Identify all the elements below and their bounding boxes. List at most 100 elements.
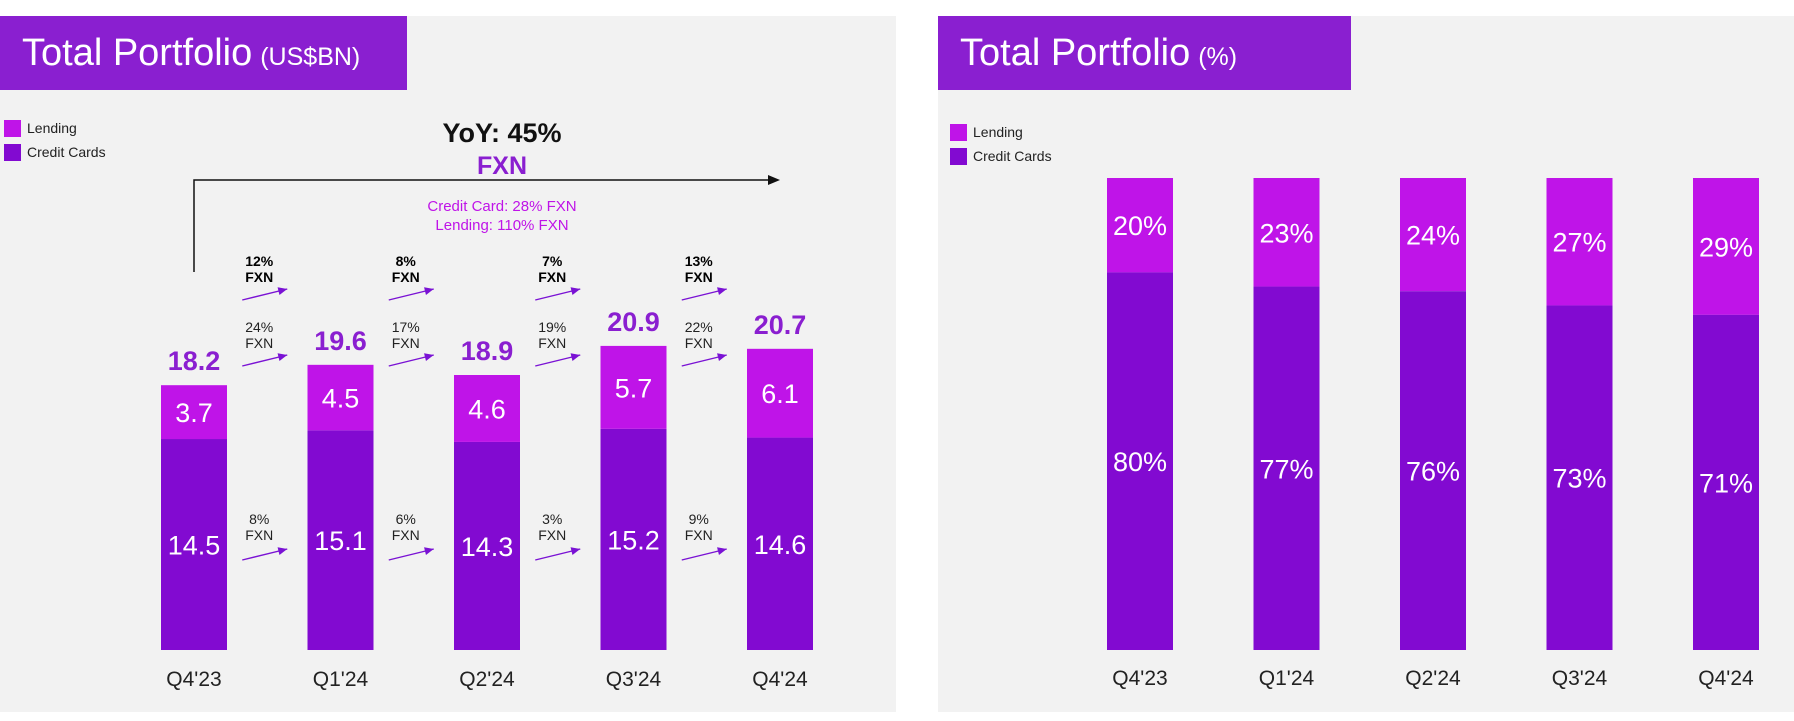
- growth-total-label: 13% FXN: [685, 253, 714, 285]
- yoy-label: YoY: 45%: [442, 118, 561, 148]
- growth-credit-label: 6% FXN: [392, 511, 420, 543]
- legend-item-credit-cards: Credit Cards: [4, 140, 106, 164]
- legend-label-lending: Lending: [973, 124, 1023, 140]
- bar-value-credit-cards-pct: 77%: [1259, 454, 1313, 484]
- bar-value-credit-cards: 14.6: [754, 530, 807, 560]
- bar-total-label: 19.6: [314, 326, 367, 356]
- credit-cards-swatch: [950, 147, 967, 165]
- bar-lending: [307, 364, 374, 431]
- bar-value-lending: 4.6: [468, 394, 506, 424]
- bar-value-credit-cards: 14.5: [168, 531, 221, 561]
- right-chart-panel: Total Portfolio (%) Lending Credit Cards…: [938, 16, 1794, 712]
- bar-value-lending: 6.1: [761, 379, 799, 409]
- bar-lending-pct: [1693, 178, 1759, 315]
- bar-lending: [747, 348, 813, 438]
- growth-credit-arrow-head: [424, 547, 434, 556]
- growth-total-arrow-head: [717, 287, 727, 296]
- x-tick-label: Q2'24: [1405, 667, 1461, 690]
- growth-lending-arrow-head: [570, 353, 581, 362]
- right-percentage-bar-chart: 20% 80% Q4'23 23% 77% Q1'24 24% 76% Q2'24 27% 73% Q…: [1107, 178, 1759, 690]
- bar-lending-pct: [1107, 178, 1173, 273]
- bar-value-lending: 4.5: [322, 384, 360, 414]
- bar-total-label: 20.7: [754, 310, 807, 340]
- bar-value-credit-cards-pct: 76%: [1406, 457, 1460, 487]
- growth-lending-label: 22% FXN: [685, 319, 713, 351]
- right-chart-title: Total Portfolio (%): [938, 16, 1351, 90]
- left-title-text: Total Portfolio: [22, 31, 253, 74]
- bar-value-credit-cards-pct: 73%: [1552, 464, 1606, 494]
- legend-label-credit-cards: Credit Cards: [973, 148, 1052, 164]
- growth-total-label: 7% FXN: [538, 253, 566, 285]
- left-chart-panel: Total Portfolio (US$BN) Lending Credit C…: [0, 16, 896, 712]
- bar-credit-cards-pct: [1107, 272, 1173, 650]
- left-chart-title: Total Portfolio (US$BN): [0, 16, 407, 90]
- bar-credit-cards-pct: [1400, 291, 1466, 650]
- growth-lending-arrow-head: [717, 353, 727, 362]
- x-tick-label: Q4'24: [752, 668, 808, 691]
- legend-item-lending: Lending: [4, 116, 106, 140]
- bar-lending-pct: [1546, 178, 1613, 306]
- growth-credit-label: 8% FXN: [245, 511, 273, 543]
- left-stacked-bar-chart: 14.5 3.7 18.2 Q4'23 15.1 4.5 19.6 Q1'24 14.3 4.6 1…: [161, 118, 813, 691]
- bar-lending: [600, 345, 667, 429]
- x-tick-label: Q2'24: [459, 668, 515, 691]
- bar-value-credit-cards-pct: 80%: [1113, 447, 1167, 477]
- bar-value-lending-pct: 29%: [1699, 232, 1753, 262]
- bar-credit-cards: [747, 437, 813, 650]
- legend-item-lending: Lending: [950, 120, 1052, 144]
- growth-credit-arrow-head: [570, 547, 581, 556]
- growth-total-arrow-head: [277, 287, 288, 296]
- bar-lending-pct: [1253, 178, 1320, 287]
- yoy-arrow-head: [768, 175, 780, 185]
- bar-credit-cards: [454, 441, 520, 650]
- bar-value-lending-pct: 24%: [1406, 221, 1460, 251]
- bar-value-credit-cards: 15.2: [607, 525, 660, 555]
- growth-total-arrow-head: [570, 287, 581, 296]
- left-legend: Lending Credit Cards: [4, 116, 106, 164]
- growth-total-arrow-head: [424, 287, 434, 296]
- bar-lending: [161, 385, 227, 440]
- growth-lending-arrow-head: [277, 353, 288, 362]
- bar-credit-cards-pct: [1693, 314, 1759, 650]
- x-tick-label: Q4'23: [1112, 667, 1167, 690]
- bar-value-lending-pct: 27%: [1552, 228, 1606, 258]
- bar-value-lending: 3.7: [175, 398, 213, 428]
- growth-note-credit: Credit Card: 28% FXN: [427, 198, 576, 215]
- x-tick-label: Q4'23: [166, 668, 221, 691]
- bar-total-label: 18.2: [168, 346, 221, 376]
- right-title-unit: (%): [1198, 42, 1238, 71]
- bar-credit-cards: [161, 439, 227, 650]
- growth-total-label: 12% FXN: [245, 253, 274, 285]
- bar-lending: [454, 375, 520, 442]
- legend-item-credit-cards: Credit Cards: [950, 144, 1052, 168]
- growth-lending-label: 24% FXN: [245, 319, 273, 351]
- right-legend: Lending Credit Cards: [950, 120, 1052, 168]
- bar-credit-cards-pct: [1546, 305, 1613, 650]
- bar-value-lending-pct: 20%: [1113, 211, 1167, 241]
- lending-swatch: [950, 123, 967, 141]
- x-tick-label: Q3'24: [1552, 667, 1608, 690]
- growth-credit-label: 9% FXN: [685, 511, 713, 543]
- bar-lending-pct: [1400, 178, 1466, 292]
- x-tick-label: Q4'24: [1698, 667, 1754, 690]
- bar-value-lending-pct: 23%: [1259, 218, 1313, 248]
- legend-label-lending: Lending: [27, 120, 77, 136]
- bar-total-label: 18.9: [461, 336, 514, 366]
- bar-credit-cards: [600, 428, 667, 650]
- bar-value-credit-cards-pct: 71%: [1699, 468, 1753, 498]
- yoy-bracket: [193, 179, 770, 272]
- x-tick-label: Q3'24: [606, 668, 662, 691]
- growth-note-lending: Lending: 110% FXN: [435, 217, 568, 234]
- left-title-unit: (US$BN): [260, 42, 361, 71]
- legend-label-credit-cards: Credit Cards: [27, 144, 106, 160]
- credit-cards-swatch: [4, 143, 21, 161]
- x-tick-label: Q1'24: [1259, 667, 1315, 690]
- yoy-fxn-label: FXN: [477, 152, 527, 180]
- growth-credit-arrow-head: [717, 547, 727, 556]
- lending-swatch: [4, 119, 21, 137]
- bar-value-lending: 5.7: [615, 373, 653, 403]
- bar-value-credit-cards: 14.3: [461, 532, 514, 562]
- bar-value-credit-cards: 15.1: [314, 526, 367, 556]
- growth-credit-label: 3% FXN: [538, 511, 566, 543]
- bar-total-label: 20.9: [607, 307, 660, 337]
